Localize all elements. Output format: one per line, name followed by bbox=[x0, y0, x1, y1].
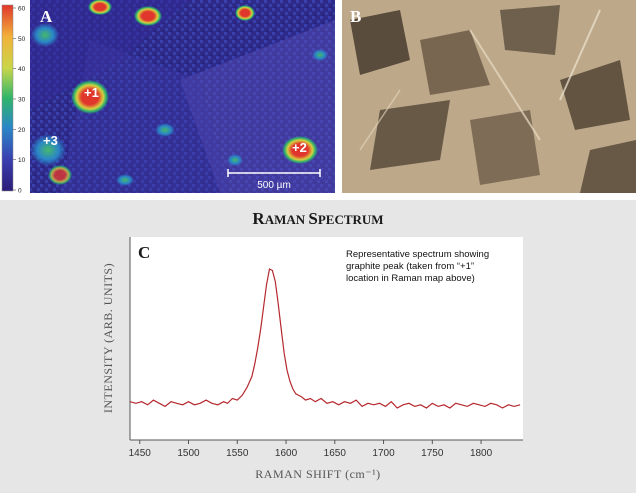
raman-map: +1 +2 +3 500 µm bbox=[30, 0, 335, 193]
micrograph bbox=[342, 0, 636, 193]
title-rest-pectrum: PECTRUM bbox=[318, 212, 384, 227]
hotspot bbox=[31, 23, 59, 47]
x-tick-label: 1550 bbox=[226, 448, 249, 459]
annotation-line-3: location in Raman map above) bbox=[346, 273, 475, 284]
spectrum-line bbox=[129, 268, 521, 409]
map-marker-1: +1 bbox=[84, 85, 99, 100]
map-grain bbox=[60, 40, 230, 193]
hotspot bbox=[88, 0, 112, 15]
hotspot-marker-3 bbox=[30, 134, 66, 166]
hotspot bbox=[227, 154, 243, 166]
hotspot bbox=[155, 123, 175, 137]
colorbar-tick-label: 30 bbox=[18, 97, 26, 104]
x-tick-label: 1600 bbox=[275, 448, 298, 459]
map-marker-3: +3 bbox=[43, 133, 58, 148]
panel-c-label: C bbox=[138, 243, 150, 262]
crystal-streak bbox=[359, 89, 401, 151]
hotspot bbox=[48, 165, 72, 185]
title-rest-aman: AMAN bbox=[265, 212, 306, 227]
scale-bar-label: 500 µm bbox=[257, 180, 291, 191]
inclusion bbox=[580, 140, 636, 193]
colorbar-tick-label: 20 bbox=[18, 127, 26, 134]
x-tick-label: 1650 bbox=[324, 448, 347, 459]
colorbar-tick-label: 10 bbox=[18, 157, 26, 164]
y-axis-label: INTENSITY (ARB. UNITS) bbox=[101, 263, 115, 413]
inclusion bbox=[420, 30, 490, 95]
title-letter-s: S bbox=[308, 209, 317, 228]
annotation-line-2: graphite peak (taken from “+1” bbox=[346, 261, 474, 272]
colorbar: 0 10 20 30 40 50 60 bbox=[1, 4, 26, 195]
panel-a-label: A bbox=[40, 7, 53, 26]
inclusion bbox=[560, 60, 630, 130]
colorbar-tick-label: 0 bbox=[18, 188, 22, 195]
map-region-darker bbox=[30, 0, 190, 110]
x-tick-label: 1500 bbox=[177, 448, 200, 459]
inclusion bbox=[370, 100, 450, 170]
crystal-streak bbox=[469, 29, 541, 141]
hotspot bbox=[312, 49, 328, 61]
x-axis-ticks: 1450 1500 1550 1600 1650 1700 1750 1800 bbox=[129, 440, 493, 459]
x-tick-label: 1450 bbox=[129, 448, 152, 459]
map-marker-2: +2 bbox=[292, 140, 307, 155]
plot-area bbox=[130, 237, 523, 440]
x-tick-label: 1800 bbox=[470, 448, 493, 459]
hotspot bbox=[116, 174, 134, 186]
chart-annotation: Representative spectrum showing graphite… bbox=[346, 249, 492, 284]
colorbar-tick-label: 50 bbox=[18, 36, 26, 43]
x-axis-label: RAMAN SHIFT (cm⁻¹) bbox=[255, 467, 380, 481]
inclusion bbox=[500, 5, 560, 55]
hotspot bbox=[134, 6, 162, 26]
hotspot-marker-1 bbox=[71, 80, 109, 114]
title-letter-r: R bbox=[252, 209, 265, 228]
x-tick-label: 1700 bbox=[372, 448, 395, 459]
x-tick-label: 1750 bbox=[421, 448, 444, 459]
inclusion bbox=[350, 10, 410, 75]
annotation-line-1: Representative spectrum showing bbox=[346, 249, 489, 260]
colorbar-tick-label: 60 bbox=[18, 6, 26, 13]
hotspot bbox=[235, 5, 255, 21]
hotspot-marker-2 bbox=[282, 136, 318, 164]
panel-b-label: B bbox=[350, 7, 361, 26]
colorbar-gradient bbox=[1, 4, 14, 192]
colorbar-tick-label: 40 bbox=[18, 66, 26, 73]
chart-title: RAMAN SPECTRUM bbox=[252, 209, 383, 228]
inclusion bbox=[470, 110, 540, 185]
crystal-streak bbox=[559, 9, 601, 101]
colorbar-ticks: 0 10 20 30 40 50 60 bbox=[13, 6, 26, 195]
